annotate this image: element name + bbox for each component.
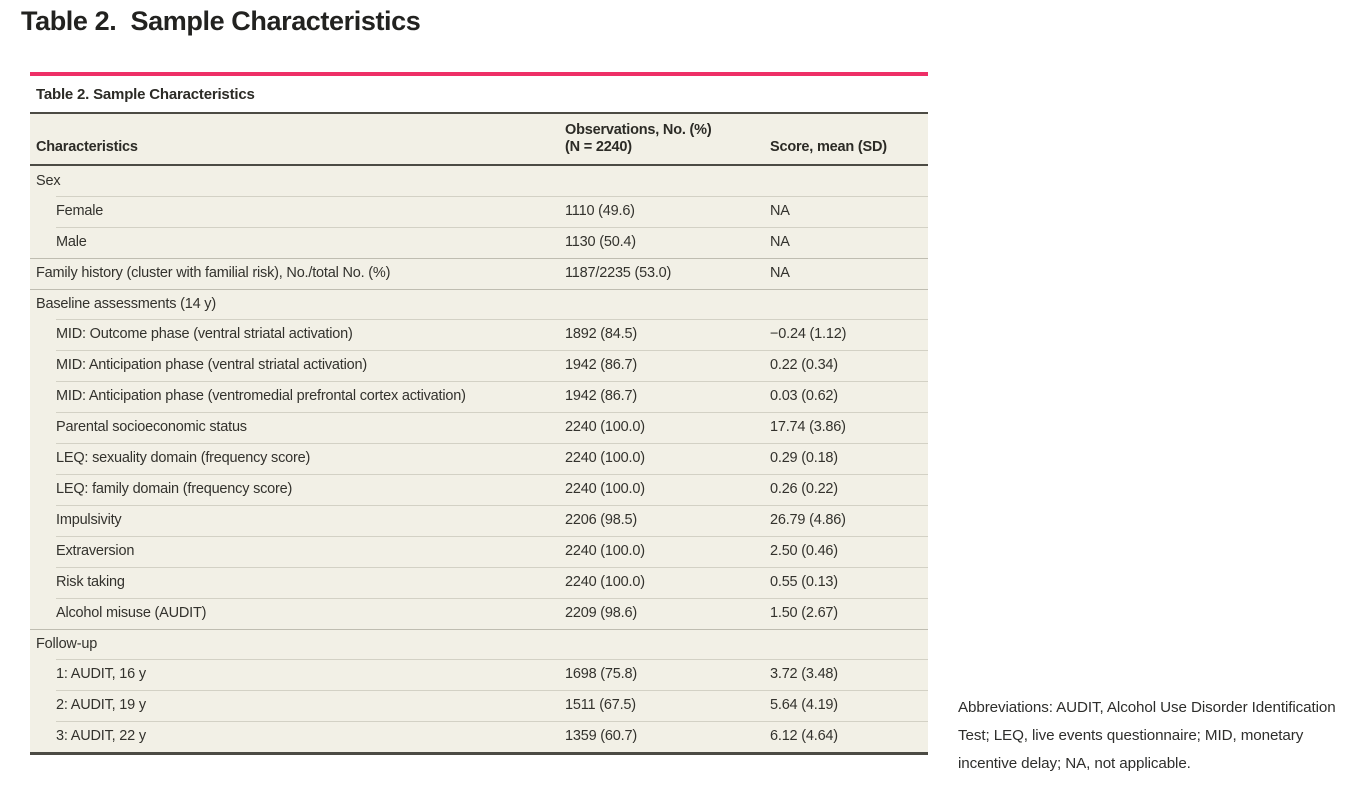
row-observations: 2240 (100.0): [565, 481, 645, 497]
row-observations: 1698 (75.8): [565, 666, 637, 682]
table-row: 2: AUDIT, 19 y 1511 (67.5) 5.64 (4.19): [30, 690, 928, 721]
column-header-observations: Observations, No. (%) (N = 2240): [565, 122, 770, 156]
row-observations: 1511 (67.5): [565, 697, 636, 713]
row-label: Family history (cluster with familial ri…: [36, 265, 391, 281]
row-observations: 2240 (100.0): [565, 543, 645, 559]
row-observations: [565, 296, 770, 312]
page-title: Table 2. Sample Characteristics: [21, 6, 421, 36]
table-row: Male 1130 (50.4) NA: [30, 227, 928, 258]
row-observations: 2209 (98.6): [565, 605, 637, 621]
row-score: 0.55 (0.13): [770, 574, 838, 590]
row-score: 5.64 (4.19): [770, 697, 838, 713]
table-row: Parental socioeconomic status 2240 (100.0…: [30, 412, 928, 443]
row-label: Parental socioeconomic status: [56, 419, 247, 435]
row-score: NA: [770, 234, 790, 250]
abbreviations-footnote: Abbreviations: AUDIT, Alcohol Use Disord…: [958, 699, 1336, 772]
row-score: 3.72 (3.48): [770, 666, 838, 682]
row-label: 3: AUDIT, 22 y: [56, 728, 146, 744]
row-observations: 1892 (84.5): [565, 326, 637, 342]
table-title: Table 2. Sample Characteristics: [30, 76, 928, 114]
table-section-row: Baseline assessments (14 y): [30, 289, 928, 319]
table-2-card: Table 2. Sample Characteristics Characte…: [30, 72, 928, 755]
row-score: 1.50 (2.67): [770, 605, 838, 621]
table-row: LEQ: sexuality domain (frequency score) 2…: [30, 443, 928, 474]
row-score: 0.03 (0.62): [770, 388, 838, 404]
table-row: MID: Anticipation phase (ventromedial pr…: [30, 381, 928, 412]
row-score: NA: [770, 265, 790, 281]
table-header-row: Characteristics Observations, No. (%) (N…: [30, 114, 928, 166]
row-label: 2: AUDIT, 19 y: [56, 697, 146, 713]
row-label: LEQ: sexuality domain (frequency score): [56, 450, 311, 466]
row-label: MID: Anticipation phase (ventral striata…: [56, 357, 367, 373]
row-label: Extraversion: [56, 543, 135, 559]
row-label: Risk taking: [56, 574, 125, 590]
row-score: 26.79 (4.86): [770, 512, 846, 528]
table-row: MID: Outcome phase (ventral striatal act…: [30, 319, 928, 350]
column-header-observations-line1: Observations, No. (%): [565, 122, 712, 138]
table-section-row: Sex: [30, 166, 928, 196]
row-label: Alcohol misuse (AUDIT): [56, 605, 207, 621]
row-label: Impulsivity: [56, 512, 122, 528]
row-score: [770, 296, 928, 312]
row-label: MID: Outcome phase (ventral striatal act…: [56, 326, 353, 342]
row-observations: 1942 (86.7): [565, 357, 637, 373]
row-score: NA: [770, 203, 790, 219]
row-observations: [565, 636, 770, 652]
table-body: Sex Female 1110 (49.6) NA Male 1130 (50.4) NA F…: [30, 166, 928, 755]
table-accent-rule: [30, 72, 928, 76]
row-observations: 2206 (98.5): [565, 512, 637, 528]
table-row: Impulsivity 2206 (98.5) 26.79 (4.86): [30, 505, 928, 536]
column-header-observations-line2: (N = 2240): [565, 139, 632, 155]
row-observations: 2240 (100.0): [565, 574, 645, 590]
column-header-score: Score, mean (SD): [770, 139, 887, 155]
row-label: MID: Anticipation phase (ventromedial pr…: [56, 388, 466, 404]
row-label: Baseline assessments (14 y): [36, 296, 216, 312]
table-row: LEQ: family domain (frequency score) 2240…: [30, 474, 928, 505]
table-row: 3: AUDIT, 22 y 1359 (60.7) 6.12 (4.64): [30, 721, 928, 752]
table-row: Risk taking 2240 (100.0) 0.55 (0.13): [30, 567, 928, 598]
row-label: Male: [56, 234, 87, 250]
row-score: [770, 173, 928, 189]
table-row: Family history (cluster with familial ri…: [30, 258, 928, 289]
row-score: 17.74 (3.86): [770, 419, 846, 435]
row-score: 0.22 (0.34): [770, 357, 838, 373]
table-row: MID: Anticipation phase (ventral striata…: [30, 350, 928, 381]
row-label: Sex: [36, 173, 61, 189]
row-observations: 1359 (60.7): [565, 728, 637, 744]
row-score: 0.29 (0.18): [770, 450, 838, 466]
table-row: Alcohol misuse (AUDIT) 2209 (98.6) 1.50 (2…: [30, 598, 928, 629]
row-label: LEQ: family domain (frequency score): [56, 481, 293, 497]
row-label: Follow-up: [36, 636, 98, 652]
table-section-row: Follow-up: [30, 629, 928, 659]
row-observations: 2240 (100.0): [565, 450, 645, 466]
row-label: 1: AUDIT, 16 y: [56, 666, 146, 682]
table-row: Female 1110 (49.6) NA: [30, 196, 928, 227]
row-score: 6.12 (4.64): [770, 728, 838, 744]
row-score: 2.50 (0.46): [770, 543, 838, 559]
table-row: 1: AUDIT, 16 y 1698 (75.8) 3.72 (3.48): [30, 659, 928, 690]
column-header-characteristics: Characteristics: [36, 139, 138, 155]
row-score: 0.26 (0.22): [770, 481, 838, 497]
row-label: Female: [56, 203, 104, 219]
row-score: −0.24 (1.12): [770, 326, 847, 342]
row-observations: [565, 173, 770, 189]
row-score: [770, 636, 928, 652]
row-observations: 1130 (50.4): [565, 234, 636, 250]
row-observations: 2240 (100.0): [565, 419, 645, 435]
row-observations: 1110 (49.6): [565, 203, 635, 219]
row-observations: 1187/2235 (53.0): [565, 265, 672, 281]
row-observations: 1942 (86.7): [565, 388, 637, 404]
table-row: Extraversion 2240 (100.0) 2.50 (0.46): [30, 536, 928, 567]
